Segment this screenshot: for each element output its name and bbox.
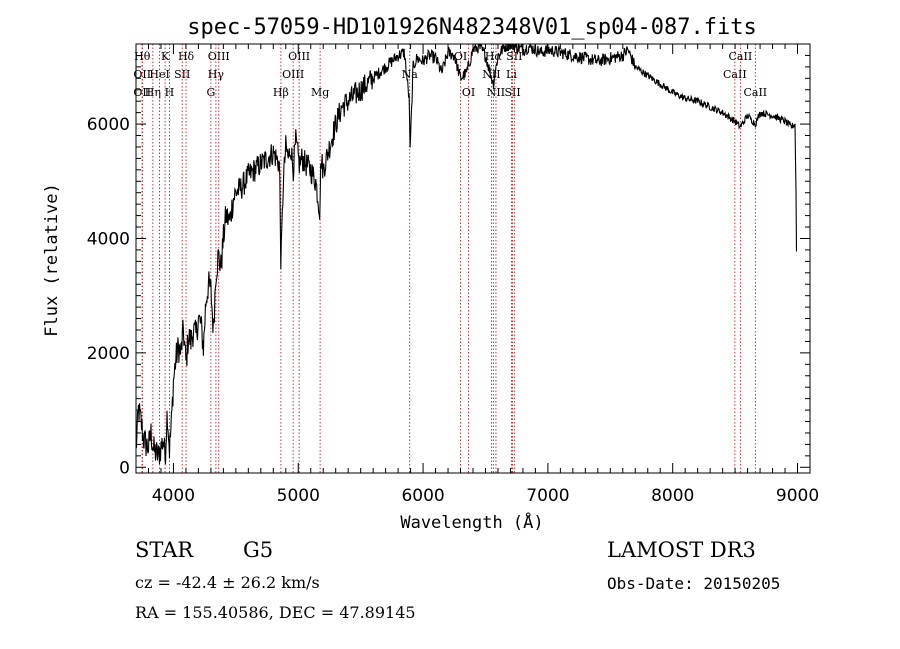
- marker-label: NII: [482, 68, 500, 81]
- marker-label: HeI: [149, 68, 169, 81]
- x-tick-label: 9000: [776, 486, 819, 506]
- marker-label: Hβ: [273, 86, 289, 99]
- marker-label: Mg: [311, 86, 329, 99]
- marker-label: OIII: [288, 50, 310, 63]
- marker-label: Hη: [145, 86, 161, 99]
- marker-label: CaII: [723, 68, 747, 81]
- x-tick-label: 5000: [277, 486, 320, 506]
- marker-label: Hθ: [134, 50, 151, 63]
- marker-label: G: [206, 86, 215, 99]
- object-subclass: G5: [243, 538, 274, 562]
- x-tick-label: 4000: [152, 486, 195, 506]
- y-tick-label: 0: [119, 458, 130, 478]
- y-tick-label: 6000: [87, 115, 130, 135]
- x-tick-label: 6000: [401, 486, 444, 506]
- marker-label: SII: [174, 68, 190, 81]
- y-axis-ticks: 0 2000 4000 6000: [87, 43, 810, 478]
- x-tick-label: 7000: [526, 486, 569, 506]
- chart-title: spec-57059-HD101926N482348V01_sp04-087.f…: [187, 15, 757, 40]
- spectral-line-markers: [141, 44, 756, 473]
- redshift-cz: cz = -42.4 ± 26.2 km/s: [135, 573, 320, 592]
- marker-label: SII: [506, 50, 522, 63]
- marker-label: OII: [133, 86, 151, 99]
- marker-label: Na: [402, 68, 419, 81]
- observation-date: Obs-Date: 20150205: [607, 574, 781, 593]
- coordinates: RA = 155.40586, DEC = 47.89145: [135, 603, 416, 622]
- marker-label: OI: [462, 86, 475, 99]
- marker-label: K: [161, 50, 170, 63]
- y-axis-label: Flux (relative): [42, 183, 62, 337]
- marker-label: SII: [504, 86, 520, 99]
- marker-label: H: [165, 86, 175, 99]
- x-tick-label: 8000: [651, 486, 694, 506]
- marker-label: Hγ: [208, 68, 225, 81]
- object-class: STAR: [135, 538, 194, 562]
- marker-label: CaII: [729, 50, 753, 63]
- x-axis-ticks: 4000 5000 6000 7000 8000 9000: [135, 44, 819, 506]
- marker-label: OIII: [208, 50, 230, 63]
- x-axis-label: Wavelength (Å): [400, 511, 543, 533]
- spectral-line-labels: HθOIIOIIHηHeIKHSIIHδGHγOIIIHβOIIIOIIIMgN…: [133, 50, 767, 99]
- spectrum-series-line: [136, 44, 798, 465]
- marker-label: OI: [454, 50, 467, 63]
- y-tick-label: 2000: [87, 344, 130, 364]
- marker-label: Hα: [485, 50, 503, 63]
- marker-label: CaII: [743, 86, 767, 99]
- marker-label: OII: [133, 68, 151, 81]
- marker-label: OIII: [282, 68, 304, 81]
- y-tick-label: 4000: [87, 229, 130, 249]
- marker-label: Li: [506, 68, 517, 81]
- marker-label: Hδ: [178, 50, 195, 63]
- survey-name: LAMOST DR3: [607, 538, 756, 562]
- marker-label: NII: [487, 86, 505, 99]
